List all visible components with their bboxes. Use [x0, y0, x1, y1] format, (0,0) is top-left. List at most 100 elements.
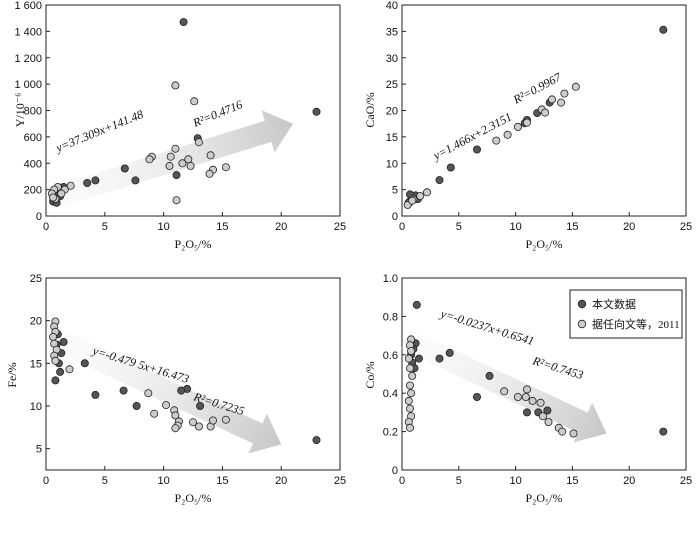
data-point-ren-2011 — [503, 130, 512, 139]
y-tick-label: 0.4 — [383, 388, 398, 400]
legend-marker-this-study — [577, 299, 587, 309]
x-tick-label: 15 — [216, 221, 228, 233]
r-squared-label: R²=0.7453 — [530, 353, 585, 382]
x-tick-label: 10 — [157, 475, 169, 487]
x-tick-label: 10 — [509, 221, 521, 233]
data-point-ren-2011 — [221, 163, 230, 172]
data-point-ren-2011 — [184, 155, 193, 164]
data-point-ren-2011 — [144, 389, 153, 398]
y-tick-label: 400 — [24, 158, 42, 170]
data-point-ren-2011 — [558, 427, 567, 436]
data-point-ren-2011 — [166, 152, 175, 161]
data-point-this-study — [435, 176, 444, 185]
data-point-ren-2011 — [171, 81, 180, 90]
legend-entry-label: 本文数据 — [592, 297, 636, 311]
data-point-ren-2011 — [404, 396, 413, 405]
data-point-ren-2011 — [560, 89, 569, 98]
y-tick-label: 0.6 — [383, 350, 398, 362]
data-point-ren-2011 — [171, 424, 180, 433]
x-tick-label: 25 — [334, 221, 346, 233]
data-point-this-study — [472, 145, 481, 154]
data-point-ren-2011 — [500, 387, 509, 396]
data-point-ren-2011 — [528, 396, 537, 405]
y-tick-label: 0.8 — [383, 311, 398, 323]
x-tick-label: 20 — [623, 475, 635, 487]
x-axis-label: P₂O₅/% — [525, 491, 562, 505]
data-point-this-study — [472, 392, 481, 401]
data-point-this-study — [179, 18, 188, 27]
y-tick-label: 40 — [386, 0, 398, 12]
r-squared-label: R²=0.4716 — [190, 97, 244, 130]
y-tick-label: 1 200 — [14, 53, 42, 65]
data-point-ren-2011 — [408, 371, 417, 380]
x-tick-label: 10 — [509, 475, 521, 487]
data-point-this-study — [177, 386, 186, 395]
data-point-ren-2011 — [544, 417, 553, 426]
data-point-this-study — [312, 436, 321, 445]
data-point-ren-2011 — [171, 144, 180, 153]
y-tick-label: 1 400 — [14, 26, 42, 38]
data-point-this-study — [51, 376, 60, 385]
data-point-ren-2011 — [145, 155, 154, 164]
y-tick-label: 1 600 — [14, 0, 42, 12]
data-point-ren-2011 — [49, 193, 58, 202]
data-point-ren-2011 — [57, 189, 66, 198]
data-point-this-study — [132, 401, 141, 410]
y-tick-label: 15 — [386, 132, 398, 144]
data-point-this-study — [523, 408, 532, 417]
y-tick-label: 0 — [36, 211, 42, 223]
data-point-ren-2011 — [172, 196, 181, 205]
data-point-this-study — [196, 401, 205, 410]
data-point-ren-2011 — [523, 118, 532, 127]
data-point-this-study — [445, 348, 454, 357]
data-point-ren-2011 — [221, 415, 230, 424]
data-point-ren-2011 — [405, 364, 414, 373]
chart-panel-2: 0 5 10 15 20 25 0 5 10 15 20 25 30 35 40 P₂O₅/% CaO/% y=1… — [363, 0, 692, 251]
y-tick-label: 20 — [30, 316, 42, 328]
data-point-ren-2011 — [208, 416, 217, 425]
x-axis-label: P₂O₅/% — [174, 491, 211, 505]
x-tick-label: 15 — [566, 221, 578, 233]
trend-arrow — [400, 329, 607, 443]
data-point-ren-2011 — [206, 151, 215, 160]
x-tick-label: 20 — [275, 221, 287, 233]
data-point-this-study — [659, 427, 668, 436]
x-tick-label: 0 — [43, 475, 49, 487]
y-tick-label: 30 — [386, 53, 398, 65]
legend-box — [569, 289, 683, 339]
trend-arrow — [47, 327, 282, 454]
y-axis-label: Co/% — [363, 361, 377, 388]
data-point-this-study — [414, 354, 423, 363]
data-point-this-study — [312, 107, 321, 116]
y-tick-label: 0.2 — [383, 427, 398, 439]
data-point-this-study — [412, 300, 421, 309]
data-point-ren-2011 — [408, 196, 417, 205]
x-tick-label: 5 — [102, 221, 108, 233]
plot-frame — [45, 277, 341, 471]
x-tick-label: 20 — [275, 475, 287, 487]
data-point-this-study — [435, 354, 444, 363]
x-tick-label: 0 — [399, 221, 405, 233]
x-tick-label: 10 — [157, 221, 169, 233]
data-point-ren-2011 — [171, 411, 180, 420]
data-point-this-study — [659, 25, 668, 34]
y-tick-label: 5 — [36, 444, 42, 456]
chart-panel-1: 0 5 10 15 20 25 0 200 400 600 800 1 000 1 200 1 400 1 … — [13, 0, 346, 251]
data-point-ren-2011 — [188, 418, 197, 427]
data-point-ren-2011 — [407, 346, 416, 355]
data-point-ren-2011 — [557, 98, 566, 107]
data-point-ren-2011 — [51, 356, 60, 365]
y-tick-label: 20 — [386, 106, 398, 118]
data-point-ren-2011 — [416, 191, 425, 200]
data-point-ren-2011 — [541, 108, 550, 117]
data-point-ren-2011 — [49, 332, 58, 341]
data-point-ren-2011 — [513, 122, 522, 131]
y-tick-label: 1.0 — [383, 273, 398, 285]
data-point-ren-2011 — [407, 389, 416, 398]
y-tick-label: 600 — [24, 132, 42, 144]
y-tick-label: 800 — [24, 106, 42, 118]
data-point-ren-2011 — [405, 381, 414, 390]
regression-equation: y=-0.0237x+0.6541 — [438, 306, 536, 348]
data-point-ren-2011 — [571, 82, 580, 91]
